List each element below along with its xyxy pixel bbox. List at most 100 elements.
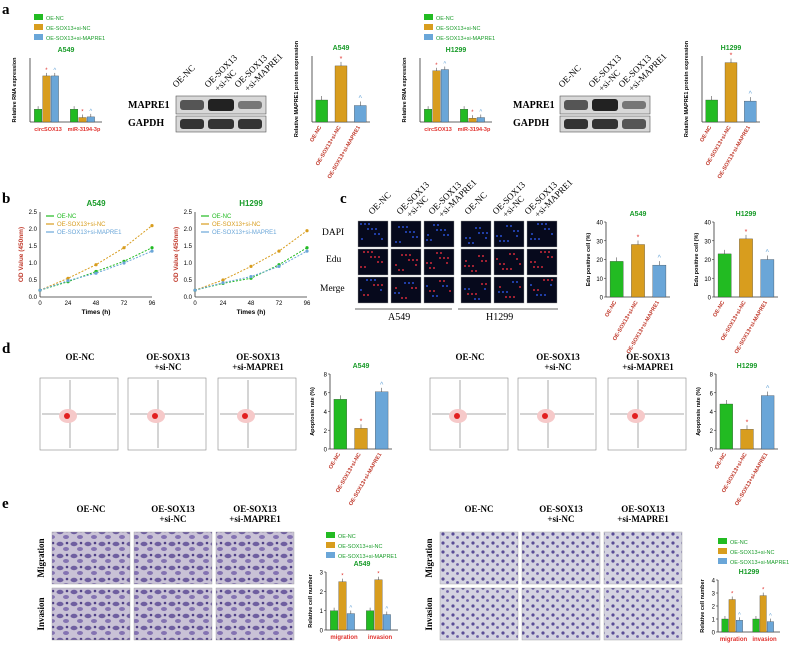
cell-dot: [475, 227, 477, 229]
cell-dot: [436, 229, 438, 231]
y-axis-label: Apoptosis rate (%): [310, 387, 316, 436]
transwell-images: OE-NC OE-SOX13+si-NCOE-SOX13+si-MAPRE1Mig…: [36, 504, 683, 641]
cell-dot: [416, 236, 418, 238]
edu-tile: [357, 220, 389, 248]
wb-band-mapre1: MAPRE1: [128, 100, 170, 111]
legend-label-1: OE-NC: [212, 214, 232, 220]
data-point: [277, 249, 281, 253]
transwell-header: OE-SOX13: [539, 504, 583, 514]
cell-dot: [439, 280, 441, 282]
y-tick-label: 2: [324, 429, 328, 435]
y-tick-label: 40: [704, 221, 711, 227]
x-tick-label: 0: [38, 301, 42, 307]
cell-dot: [499, 263, 501, 265]
cell-dot: [377, 261, 379, 263]
cell-dot: [540, 294, 542, 296]
y-tick-label: 1.0: [184, 261, 193, 267]
cell-dot: [370, 279, 372, 281]
sig-mark: *: [745, 229, 748, 236]
chart-b_a549: 0.0 0.5 1.0 1.5 2.0 2.5 0 24 48 72 96 Times (h) OD V…: [18, 199, 156, 316]
cell-dot: [551, 233, 553, 235]
y-tick-label: 2.5: [29, 210, 38, 216]
cell-dot: [513, 296, 515, 298]
data-point: [249, 275, 253, 279]
chart-e_a549: 0 1 2 3 A549 Relative cell number * ^ migration *…: [308, 561, 398, 641]
cell-dot: [375, 228, 377, 230]
cell-dot: [530, 284, 532, 286]
cell-dot: [426, 262, 428, 264]
transwell-image: [51, 531, 131, 585]
sig-mark: *: [637, 235, 640, 242]
cell-dot: [360, 223, 362, 225]
cell-dot: [548, 228, 550, 230]
y-tick-label: 2: [710, 429, 714, 435]
flow-header-6: +si-MAPRE1: [622, 362, 674, 372]
category-label: migration: [330, 635, 358, 641]
bar-2: [740, 429, 754, 450]
cell-dot: [440, 252, 442, 254]
y-axis-label: Edu positive cell (%): [694, 233, 700, 287]
cell-dot: [433, 290, 435, 292]
cell-dot: [415, 287, 417, 289]
transwell-header: OE-NC: [77, 504, 106, 514]
chart-title: H1299: [721, 45, 742, 52]
legend-label-2: OE-SOX13+si-NC: [212, 222, 261, 228]
edu-tile: [423, 248, 455, 276]
cell-dot: [447, 257, 449, 259]
cell-dot: [469, 237, 471, 239]
cell-dot: [468, 288, 470, 290]
y-tick-label: 10: [704, 277, 711, 283]
legend-swatch-3: [34, 34, 43, 40]
cell-dot: [398, 292, 400, 294]
data-point: [277, 264, 281, 268]
bar-1: [705, 99, 718, 123]
cell-dot: [401, 297, 403, 299]
flow-core: [454, 413, 460, 419]
bar-miR-3194-3p-2: [86, 116, 95, 123]
bar-invasion-2: [382, 614, 391, 631]
panel-label-c: c: [340, 191, 347, 207]
cell-dot: [444, 229, 446, 231]
cell-dot: [413, 231, 415, 233]
cell-dot: [440, 229, 442, 231]
data-point: [66, 279, 70, 283]
panel-label-e: e: [2, 496, 9, 512]
edu-tile: [390, 248, 422, 276]
y-axis-label: Apoptosis rate (%): [696, 387, 702, 436]
transwell-image: [133, 531, 213, 585]
cell-dot: [374, 279, 376, 281]
cell-dot: [433, 267, 435, 269]
cell-dot: [398, 269, 400, 271]
bar-3: [375, 391, 389, 450]
x-tick-label: 96: [304, 301, 311, 307]
cell-dot: [479, 227, 481, 229]
cell-dot: [543, 279, 545, 281]
cell-dot: [545, 223, 547, 225]
bar-migration-2: [735, 620, 743, 633]
legend-swatch-1: [326, 532, 335, 538]
cell-dot: [475, 293, 477, 295]
bar-2: [334, 65, 348, 123]
legend-a-right: OE-NC OE-SOX13+si-NC OE-SOX13+si-MAPRE1: [424, 14, 495, 42]
y-tick-label: 2: [320, 590, 324, 596]
cell-dot: [496, 258, 498, 260]
sig-mark: *: [377, 572, 380, 578]
cell-dot: [498, 291, 500, 293]
chart-title: H1299: [739, 569, 760, 576]
transwell-header: +si-NC: [547, 514, 574, 524]
transwell-row-label: Invasion: [36, 597, 46, 630]
cell-dot: [502, 291, 504, 293]
cell-dot: [478, 298, 480, 300]
cell-dot: [394, 292, 396, 294]
chart-a_rna_h1299: H1299 Relative RNA expression * ^ circSOX13 *…: [402, 47, 492, 133]
y-tick-label: 6: [324, 391, 328, 397]
bar-miR-3194-3p-0: [70, 109, 79, 123]
cell-dot: [516, 235, 518, 237]
cell-dot: [486, 232, 488, 234]
legend-label-3: OE-SOX13+si-MAPRE1: [338, 554, 397, 560]
cell-dot: [507, 240, 509, 242]
flow-header-6: OE-SOX13: [626, 352, 670, 362]
cell-dot: [538, 238, 540, 240]
edu-tile: [423, 220, 455, 248]
legend-swatch-2: [424, 24, 433, 30]
